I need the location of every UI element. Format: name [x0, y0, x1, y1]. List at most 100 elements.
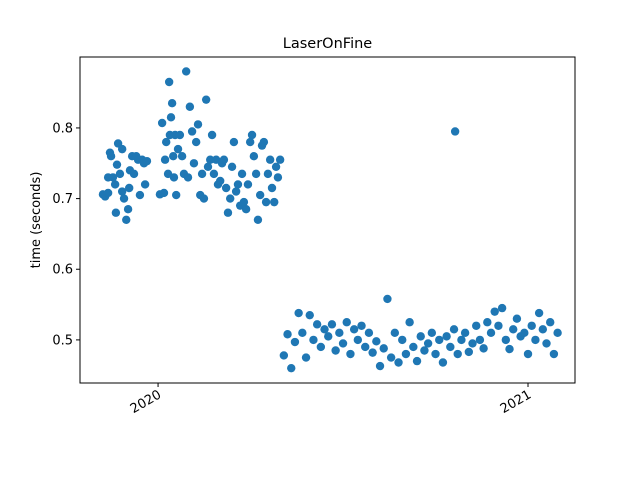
point: [405, 318, 414, 327]
point: [368, 348, 377, 357]
point: [442, 332, 451, 341]
point: [349, 325, 359, 334]
y-tick-label: 0.8: [52, 121, 73, 136]
point: [379, 344, 388, 353]
point: [249, 151, 259, 161]
point: [546, 318, 555, 327]
point: [494, 321, 503, 330]
point: [412, 356, 422, 366]
point: [106, 151, 116, 161]
point: [446, 342, 455, 352]
point: [331, 346, 340, 355]
point: [305, 310, 314, 320]
point: [229, 137, 239, 147]
point: [159, 188, 169, 198]
point: [157, 118, 167, 128]
point: [316, 342, 326, 352]
point: [460, 328, 470, 338]
point: [119, 194, 129, 203]
point: [438, 358, 448, 367]
point: [398, 335, 407, 345]
point: [542, 339, 551, 348]
point: [267, 183, 277, 193]
point: [110, 180, 120, 189]
point: [468, 339, 477, 348]
point: [383, 294, 392, 304]
point: [312, 320, 322, 329]
point: [475, 335, 485, 345]
point: [509, 325, 518, 334]
point: [216, 176, 225, 186]
point: [271, 162, 281, 171]
point: [122, 215, 131, 224]
point: [223, 208, 233, 217]
point: [327, 320, 337, 329]
point: [457, 335, 466, 345]
point: [245, 137, 255, 147]
point: [259, 137, 269, 147]
point: [290, 337, 300, 347]
point: [435, 335, 444, 345]
point: [189, 159, 199, 168]
point: [283, 330, 292, 339]
point: [160, 155, 170, 164]
point: [169, 151, 178, 161]
point: [275, 155, 285, 164]
point: [201, 95, 211, 104]
point: [227, 162, 237, 171]
point: [523, 349, 533, 359]
point: [527, 321, 536, 330]
point: [243, 180, 253, 189]
y-tick-label: 0.7: [52, 192, 73, 207]
plot-frame: [79, 56, 576, 384]
point: [335, 328, 344, 338]
point: [294, 308, 303, 318]
point: [193, 120, 203, 129]
point: [111, 208, 121, 217]
point: [416, 332, 425, 341]
point: [166, 113, 176, 122]
chart-title: LaserOnFine: [283, 36, 373, 52]
point: [203, 162, 213, 171]
point: [175, 130, 185, 140]
point: [206, 155, 215, 164]
point: [449, 325, 459, 334]
point: [342, 318, 351, 327]
point: [129, 169, 139, 179]
point: [538, 325, 548, 334]
point: [263, 169, 273, 179]
point: [372, 337, 381, 346]
point: [177, 151, 187, 161]
point: [394, 358, 403, 367]
point: [490, 307, 499, 316]
point: [409, 342, 418, 352]
point: [255, 190, 265, 200]
point: [386, 353, 396, 362]
point: [375, 361, 385, 371]
point: [450, 127, 460, 136]
point: [167, 99, 177, 108]
point: [173, 144, 183, 154]
point: [112, 160, 122, 169]
point: [117, 187, 127, 196]
point: [135, 190, 145, 200]
y-tick-label: 0.5: [52, 333, 73, 348]
point: [423, 339, 433, 348]
point: [241, 204, 251, 214]
point: [123, 204, 133, 214]
point: [549, 349, 559, 359]
point: [142, 156, 152, 166]
point: [520, 328, 529, 338]
point: [361, 342, 370, 352]
point: [231, 187, 241, 196]
point: [427, 328, 437, 338]
point: [364, 328, 374, 338]
point: [226, 194, 235, 203]
point: [125, 183, 134, 193]
point: [161, 137, 171, 147]
point: [401, 349, 411, 359]
point: [320, 325, 329, 334]
point: [338, 339, 348, 348]
